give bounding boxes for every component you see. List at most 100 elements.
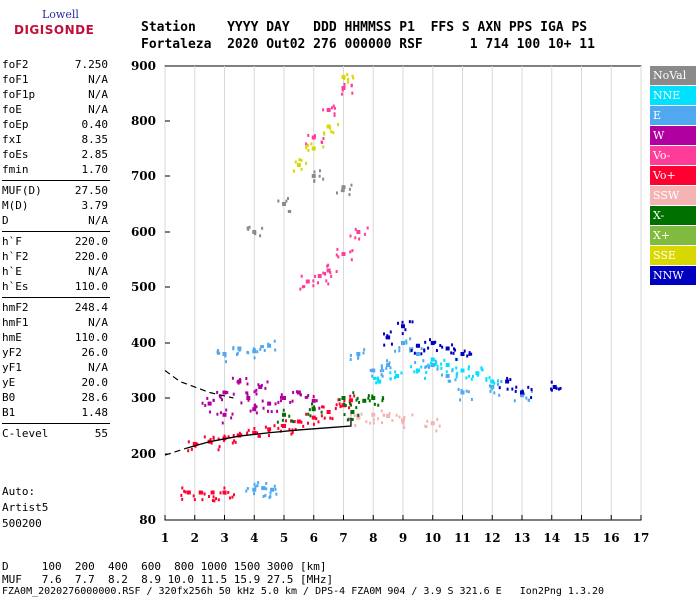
data-point xyxy=(470,352,473,356)
data-point xyxy=(450,351,453,355)
data-point xyxy=(322,405,325,409)
data-point xyxy=(349,401,352,405)
data-point xyxy=(386,363,391,367)
data-point xyxy=(401,418,405,423)
data-point xyxy=(239,378,242,382)
data-point xyxy=(475,371,480,376)
data-point xyxy=(377,403,380,407)
data-point xyxy=(258,434,261,438)
data-point xyxy=(305,146,308,150)
data-point xyxy=(509,378,512,382)
data-point xyxy=(454,378,457,382)
file-footer: FZA0M_2020276000000.RSF / 320fx256h 50 k… xyxy=(2,586,605,597)
param-value: 26.0 xyxy=(81,346,109,359)
data-point xyxy=(513,399,516,403)
data-point xyxy=(415,343,420,348)
data-point xyxy=(332,104,335,108)
data-point xyxy=(300,420,303,424)
data-point xyxy=(260,345,263,349)
data-point xyxy=(322,108,325,112)
param-value: 2.85 xyxy=(81,148,109,161)
data-point xyxy=(247,398,250,402)
data-point xyxy=(439,343,442,347)
data-point xyxy=(305,279,310,284)
data-point xyxy=(351,74,354,78)
muf-distance-row: D 100 200 400 600 800 1000 1500 3000 [km… xyxy=(2,560,327,573)
data-point xyxy=(246,382,249,386)
data-point xyxy=(181,486,184,490)
data-point xyxy=(514,389,517,393)
data-point xyxy=(441,345,444,349)
data-point xyxy=(312,279,315,283)
data-point xyxy=(330,274,333,278)
data-point xyxy=(224,354,227,358)
y-tick-label: 300 xyxy=(131,391,156,405)
param-row: B0 28.6 xyxy=(2,391,110,407)
data-point xyxy=(348,406,351,410)
y-tick-label: 600 xyxy=(131,225,156,239)
param-value: N/A xyxy=(88,361,108,374)
data-point xyxy=(356,352,361,356)
data-point xyxy=(452,347,455,351)
data-point xyxy=(223,439,226,443)
data-point xyxy=(389,330,392,334)
param-value: N/A xyxy=(88,316,108,329)
data-point xyxy=(232,392,235,396)
data-point xyxy=(216,349,219,353)
data-point xyxy=(485,377,488,381)
data-point xyxy=(268,496,271,500)
data-point xyxy=(326,410,331,414)
data-point xyxy=(280,393,283,397)
data-point xyxy=(267,342,270,346)
data-point xyxy=(322,145,325,149)
data-point xyxy=(301,285,304,289)
data-point xyxy=(445,374,450,378)
data-point xyxy=(552,385,557,389)
data-point xyxy=(237,381,240,385)
data-point xyxy=(187,440,190,444)
param-row: foF1p N/A xyxy=(2,88,110,104)
data-point xyxy=(331,417,334,421)
data-point xyxy=(203,435,206,439)
data-point xyxy=(288,414,291,418)
data-point xyxy=(428,364,431,368)
data-point xyxy=(183,489,186,493)
data-point xyxy=(401,341,405,345)
data-point xyxy=(218,445,221,449)
data-point xyxy=(254,232,257,236)
data-point xyxy=(206,396,209,400)
data-point xyxy=(190,447,193,451)
autoscaling-info: Auto: Artist5 500200 xyxy=(2,484,48,532)
param-row: h`Es 110.0 xyxy=(2,280,110,296)
param-value: 1.48 xyxy=(81,406,109,419)
param-separator xyxy=(2,231,110,232)
data-point xyxy=(312,422,315,426)
data-point xyxy=(217,498,220,502)
data-point xyxy=(221,421,224,425)
data-point xyxy=(355,406,358,410)
data-point xyxy=(341,396,346,400)
data-point xyxy=(215,497,218,501)
param-name: C-level xyxy=(2,427,49,440)
data-point xyxy=(354,227,357,231)
data-point xyxy=(255,405,258,409)
param-row: B1 1.48 xyxy=(2,406,110,422)
data-point xyxy=(381,399,384,403)
data-point xyxy=(454,348,457,352)
data-point xyxy=(467,365,470,369)
data-point xyxy=(455,366,458,370)
data-point xyxy=(322,271,325,275)
data-point xyxy=(279,395,282,399)
data-point xyxy=(220,398,223,402)
data-point xyxy=(286,197,289,201)
digisonde-logo: Lowell DIGISONDE xyxy=(4,6,94,42)
data-point xyxy=(360,412,363,416)
data-point xyxy=(313,170,316,174)
data-point xyxy=(231,495,234,499)
data-point xyxy=(402,422,405,426)
data-point xyxy=(284,419,287,423)
data-point xyxy=(393,376,396,380)
data-point xyxy=(375,381,378,385)
profile-curve xyxy=(185,417,352,450)
data-point xyxy=(311,135,316,140)
